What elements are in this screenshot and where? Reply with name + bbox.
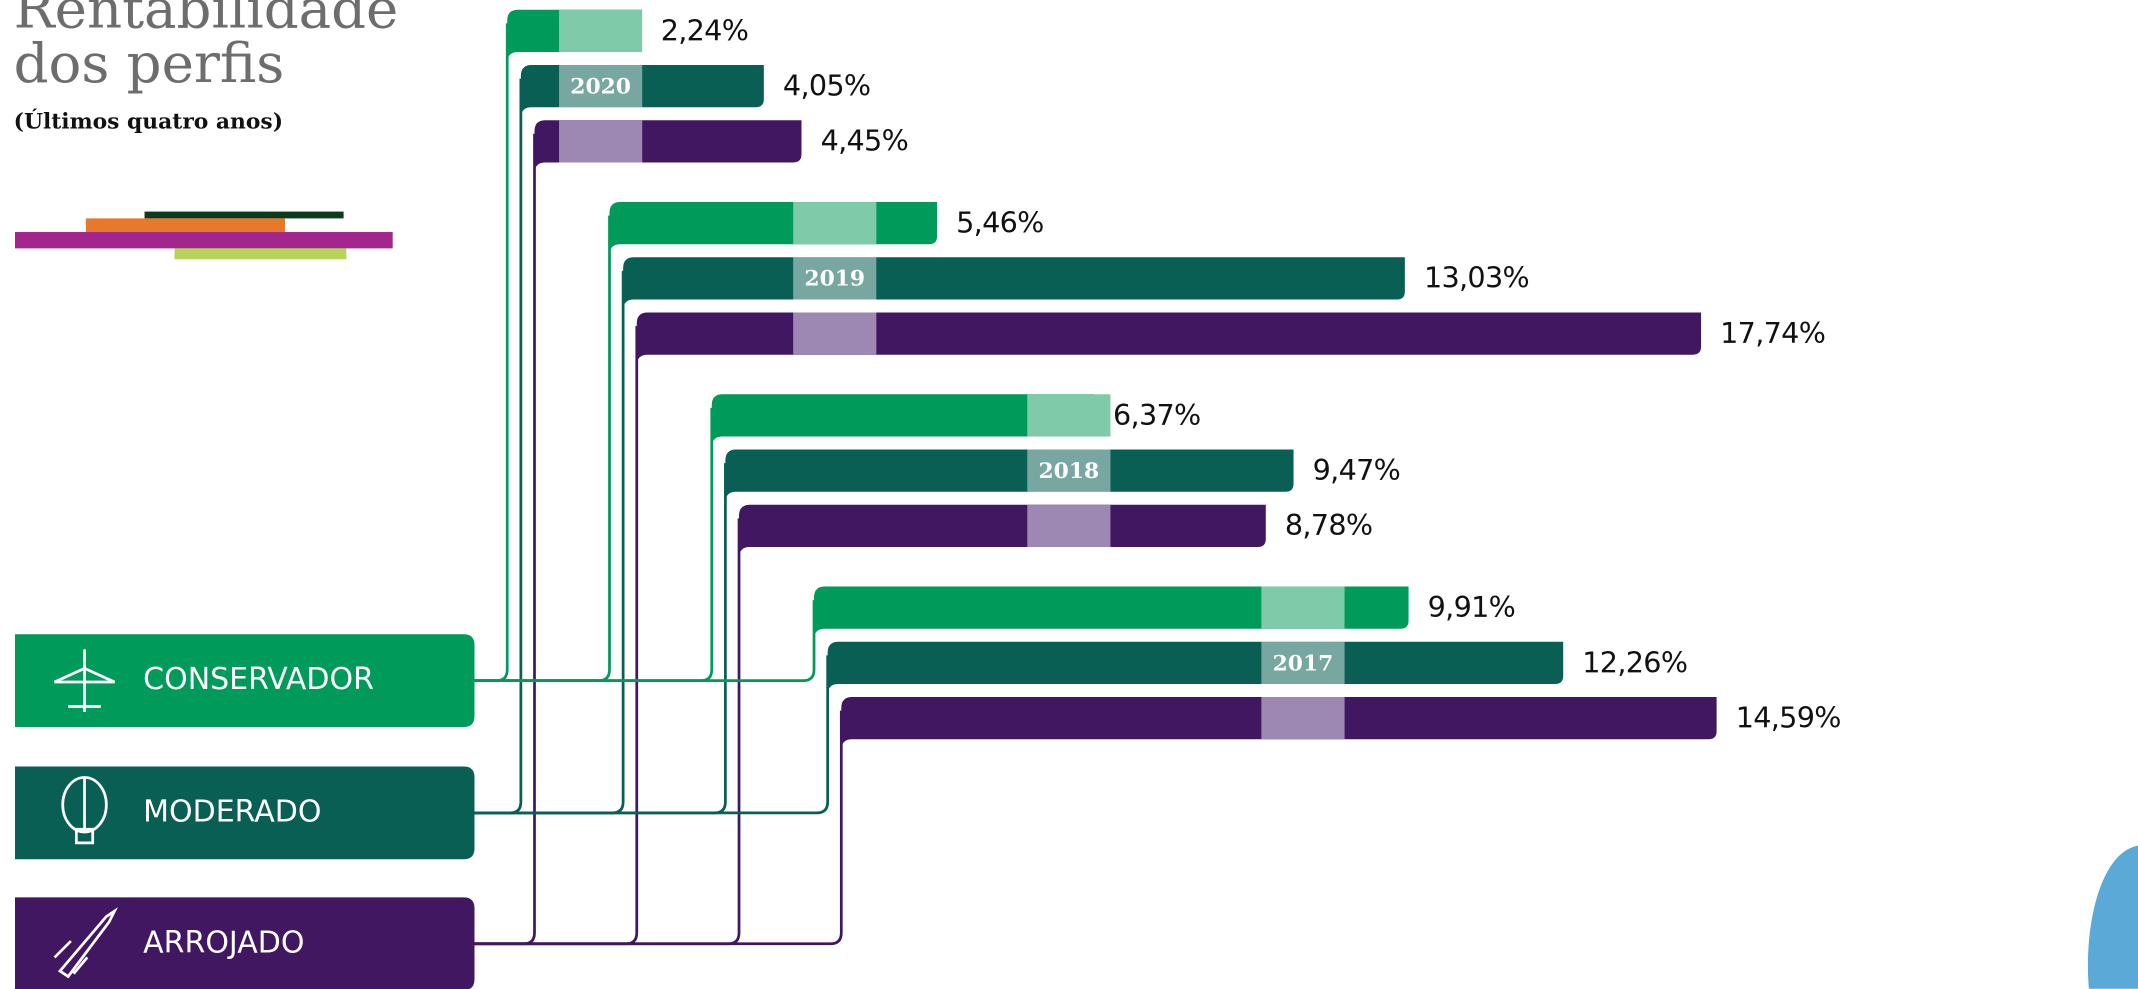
legend-box: [14, 766, 475, 860]
connector: [474, 215, 611, 682]
decoration: [14, 211, 2138, 989]
year-band: [559, 120, 643, 163]
year-band: [793, 202, 877, 245]
connector: [474, 407, 714, 682]
year-band: [559, 64, 643, 108]
connector: [474, 133, 536, 946]
year-label: 2020: [570, 74, 631, 99]
value-label: 9,47%: [1313, 453, 1401, 487]
legend-label: ARROJADO: [143, 925, 304, 960]
legend-label: CONSERVADOR: [143, 662, 374, 697]
value-label: 5,46%: [956, 206, 1044, 240]
value-label: 4,45%: [821, 124, 909, 158]
connectors: [474, 23, 843, 946]
value-label: 12,26%: [1582, 645, 1687, 679]
year-band: [1027, 449, 1111, 492]
connector: [474, 463, 727, 815]
legend-box: [14, 897, 475, 989]
year-band: [559, 9, 643, 53]
value-label: 14,59%: [1736, 700, 1841, 734]
connector: [474, 518, 741, 946]
bar: [636, 312, 1702, 366]
value-label: 17,74%: [1720, 316, 1825, 350]
bar: [623, 257, 1405, 311]
connector: [474, 600, 816, 682]
year-label: 2019: [804, 267, 865, 292]
year-band: [1027, 394, 1111, 437]
year-band: [793, 312, 877, 355]
connector: [474, 23, 509, 682]
value-label: 4,05%: [783, 68, 871, 102]
connector: [474, 270, 625, 815]
year-label: 2017: [1273, 651, 1334, 676]
connector: [474, 326, 639, 946]
bar: [739, 504, 1266, 558]
bar: [814, 586, 1409, 640]
year-band: [1261, 641, 1345, 685]
chart-subtitle: (Últimos quatro anos): [14, 107, 283, 134]
legend: CONSERVADOR MODERADO ARROJADO: [14, 634, 475, 989]
value-label: 8,78%: [1285, 508, 1373, 542]
value-label: 2,24%: [661, 13, 749, 47]
bar: [725, 449, 1294, 503]
year-band: [793, 257, 877, 300]
year-label: 2018: [1039, 459, 1100, 484]
chart-title: dos perfis: [14, 31, 285, 95]
bar: [827, 641, 1564, 695]
bar: [520, 64, 764, 119]
chart-title: Rentabilidade: [14, 0, 399, 40]
legend-label: MODERADO: [143, 794, 321, 829]
year-band: [1261, 696, 1345, 740]
value-label: 13,03%: [1424, 261, 1529, 295]
value-label: 6,37%: [1113, 398, 1201, 432]
value-label: 9,91%: [1428, 590, 1516, 624]
bar: [609, 202, 938, 256]
year-band: [1027, 504, 1111, 547]
legend-icons: [53, 649, 119, 979]
bar: [711, 394, 1094, 448]
year-band: [1261, 586, 1345, 629]
bars: 2,24% 4,05% 4,45% 2020 5,46% 13,03% 17,74% 2019…: [507, 9, 1841, 751]
connector: [474, 78, 523, 815]
connector: [474, 710, 843, 946]
legend-box: [14, 634, 475, 727]
connector: [474, 655, 830, 815]
